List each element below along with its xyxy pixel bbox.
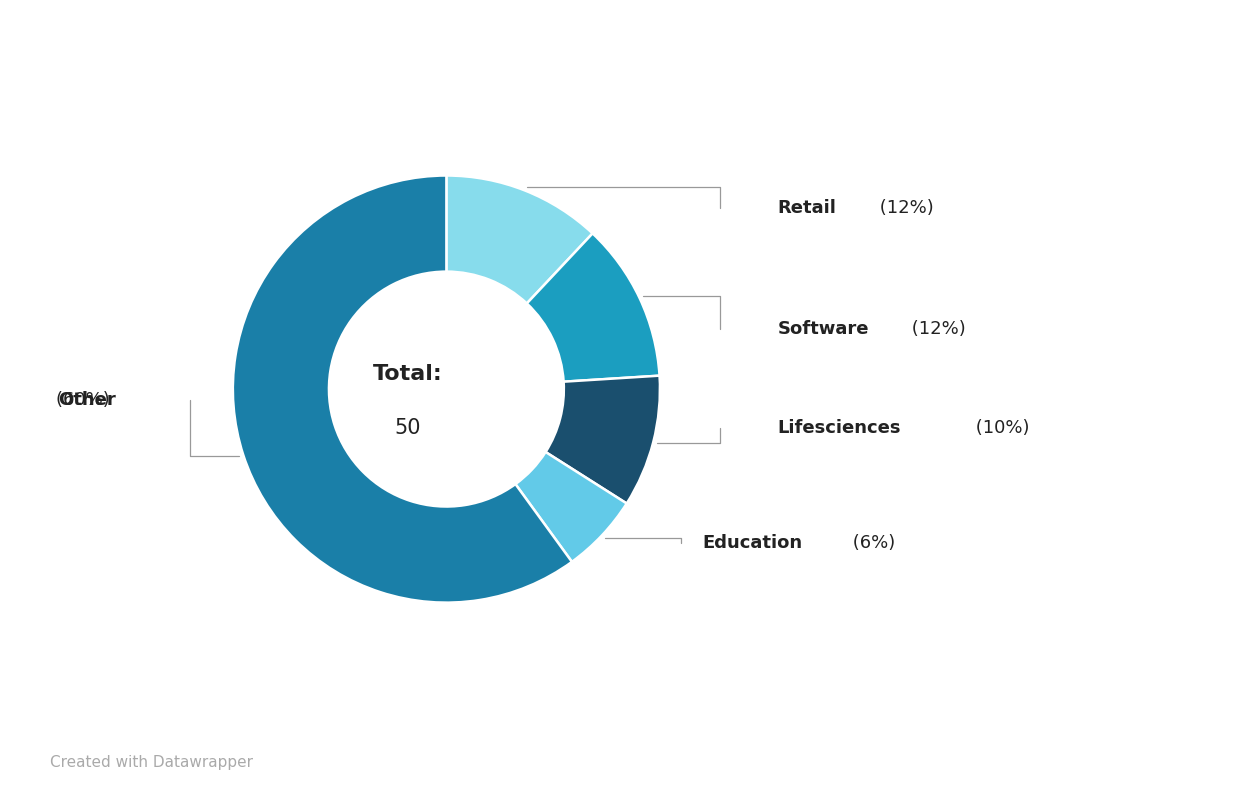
Wedge shape xyxy=(546,376,660,504)
Text: (12%): (12%) xyxy=(905,320,965,338)
Wedge shape xyxy=(516,452,626,562)
Wedge shape xyxy=(233,175,572,603)
Text: Other: Other xyxy=(57,391,115,409)
Text: (60%): (60%) xyxy=(56,391,115,409)
Text: (6%): (6%) xyxy=(847,534,895,552)
Text: Education: Education xyxy=(703,534,802,552)
Wedge shape xyxy=(527,233,660,382)
Text: Retail: Retail xyxy=(777,199,836,217)
Wedge shape xyxy=(446,175,593,303)
Text: Created with Datawrapper: Created with Datawrapper xyxy=(50,755,253,770)
Text: 50: 50 xyxy=(394,417,422,438)
Text: (12%): (12%) xyxy=(873,199,934,217)
Text: (10%): (10%) xyxy=(970,418,1029,436)
Text: Lifesciences: Lifesciences xyxy=(777,418,901,436)
Text: Software: Software xyxy=(777,320,869,338)
Text: Total:: Total: xyxy=(373,364,443,384)
